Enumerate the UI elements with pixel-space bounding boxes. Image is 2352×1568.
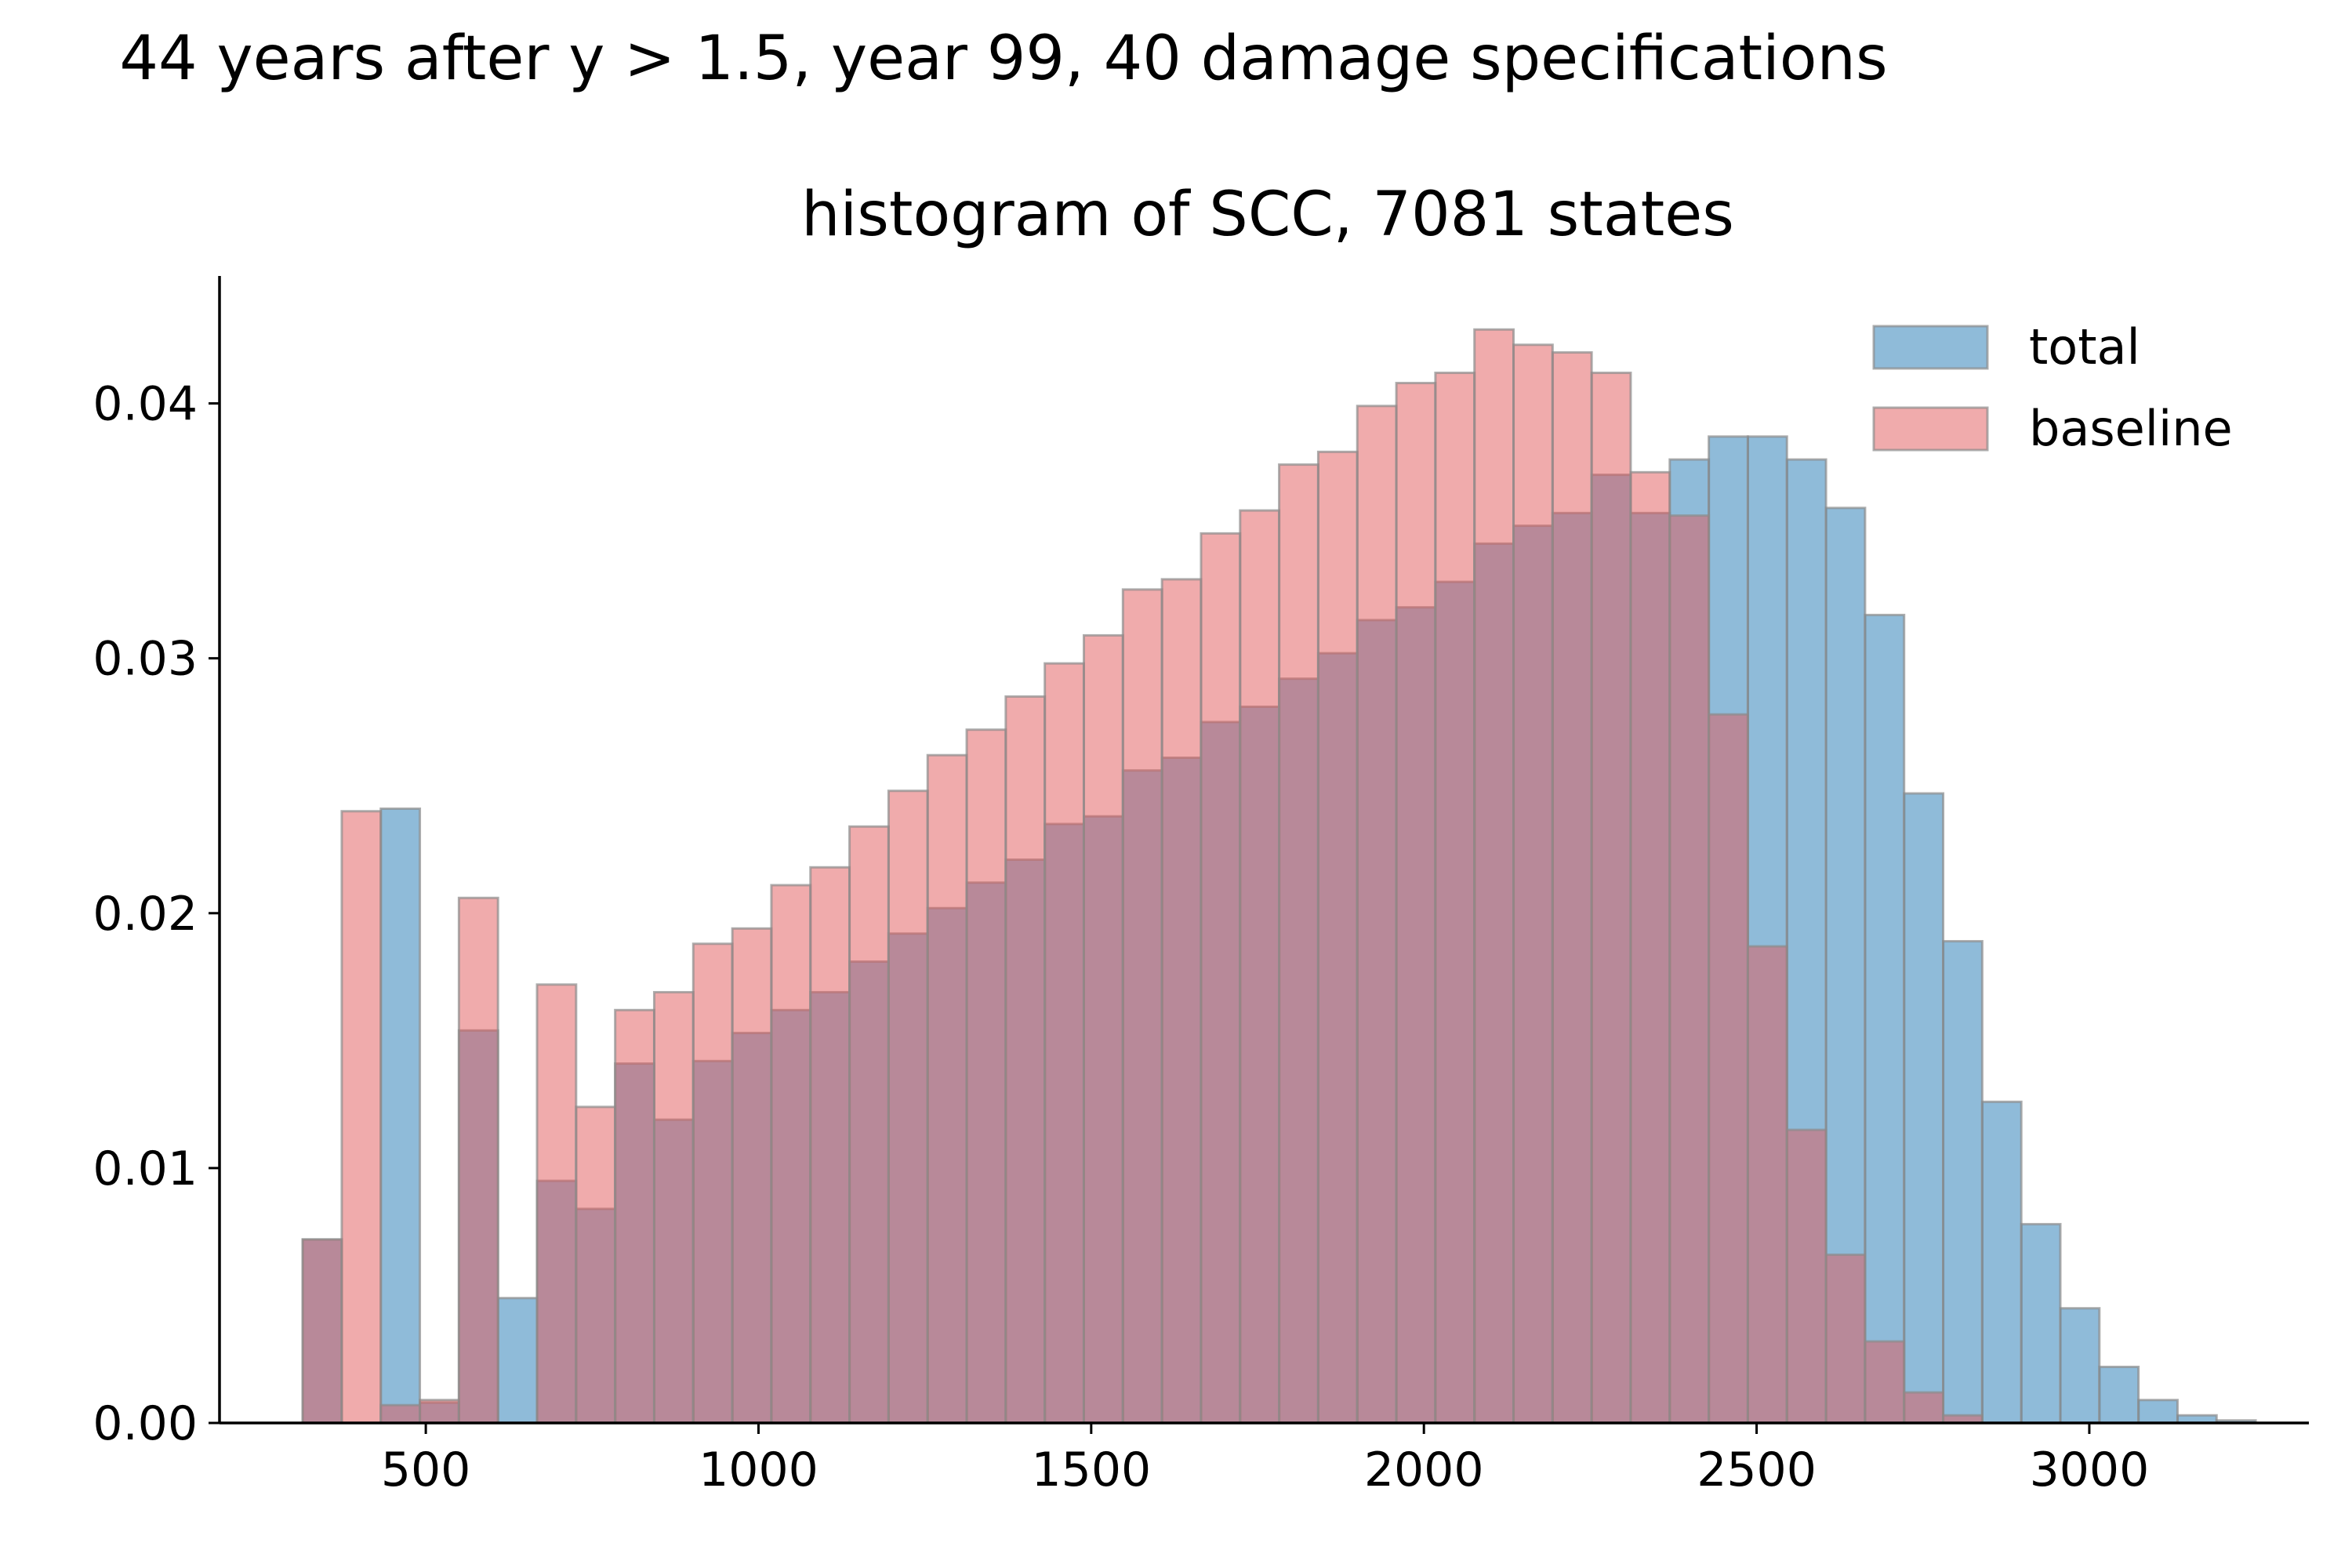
bar-baseline — [340, 810, 383, 1425]
bar-baseline — [1590, 372, 1632, 1425]
bar-baseline — [614, 1008, 655, 1425]
y-tick-label: 0.04 — [93, 377, 198, 432]
bar-baseline — [652, 991, 695, 1425]
bar-total — [2020, 1222, 2062, 1425]
bar-baseline — [1668, 514, 1711, 1425]
x-tick-label: 2000 — [1364, 1443, 1484, 1497]
bar-baseline — [1785, 1128, 1828, 1425]
bar-baseline — [1708, 713, 1749, 1425]
bar-baseline — [691, 942, 734, 1425]
bar-total — [2098, 1365, 2140, 1425]
legend-swatch-total — [1872, 325, 1989, 370]
bar-total — [1864, 613, 1906, 1425]
bar-baseline — [1200, 532, 1242, 1425]
legend-swatch-baseline — [1872, 406, 1989, 452]
bar-baseline — [1473, 328, 1515, 1425]
legend-label-baseline: baseline — [2029, 400, 2233, 457]
bar-baseline — [887, 789, 929, 1425]
bar-baseline — [1316, 450, 1359, 1425]
x-tick-label: 1000 — [699, 1443, 818, 1497]
bar-baseline — [731, 927, 773, 1425]
bar-total — [1903, 792, 1945, 1425]
bar-baseline — [926, 753, 968, 1425]
bar-baseline — [379, 1403, 422, 1425]
bar-baseline — [809, 866, 851, 1425]
bar-baseline — [301, 1238, 343, 1425]
bar-baseline — [535, 983, 578, 1425]
bar-baseline — [1551, 351, 1593, 1425]
x-tick-label: 500 — [381, 1443, 471, 1497]
y-tick-label: 0.00 — [93, 1396, 198, 1451]
bar-baseline — [419, 1399, 460, 1425]
bar-baseline — [1356, 405, 1398, 1425]
bar-baseline — [770, 884, 812, 1425]
y-tick-label: 0.02 — [93, 887, 198, 942]
bar-baseline — [1903, 1391, 1945, 1425]
x-tick-label: 1500 — [1031, 1443, 1151, 1497]
bar-baseline — [1824, 1253, 1867, 1425]
bar-total — [496, 1297, 539, 1425]
bar-baseline — [1512, 343, 1554, 1425]
y-tick-label: 0.03 — [93, 632, 198, 687]
bar-baseline — [848, 825, 890, 1425]
bar-total — [379, 807, 422, 1425]
bar-total — [1980, 1100, 2023, 1425]
bar-baseline — [1160, 578, 1203, 1425]
bar-total — [2059, 1307, 2101, 1425]
bar-baseline — [575, 1105, 617, 1425]
bar-baseline — [1004, 695, 1047, 1425]
bar-baseline — [1746, 945, 1788, 1425]
axes: 500 1000 1500 2000 2500 3000 0.00 0.01 0.02 0.03 0… — [93, 276, 2309, 1497]
bar-baseline — [457, 896, 499, 1425]
legend-label-total: total — [2029, 318, 2140, 376]
x-tick-label: 3000 — [2030, 1443, 2150, 1497]
bar-baseline — [1434, 372, 1476, 1425]
y-tick-label: 0.01 — [93, 1142, 198, 1196]
bar-baseline — [1082, 633, 1124, 1425]
x-tick-label: 2500 — [1697, 1443, 1817, 1497]
series-baseline-bars — [301, 328, 1984, 1425]
figure-suptitle: 44 years after y > 1.5, year 99, 40 dama… — [119, 24, 1888, 94]
bar-baseline — [1044, 662, 1085, 1425]
bar-baseline — [1395, 382, 1437, 1425]
chart-title: histogram of SCC, 7081 states — [801, 180, 1734, 250]
bar-total — [2137, 1399, 2179, 1425]
legend: total baseline — [1872, 318, 2233, 457]
bar-baseline — [1239, 509, 1281, 1425]
bar-baseline — [1121, 588, 1163, 1425]
bar-total — [1942, 940, 1984, 1425]
bar-baseline — [1278, 463, 1319, 1425]
bar-baseline — [1629, 470, 1671, 1425]
bar-baseline — [1864, 1340, 1906, 1425]
bar-baseline — [965, 728, 1007, 1425]
